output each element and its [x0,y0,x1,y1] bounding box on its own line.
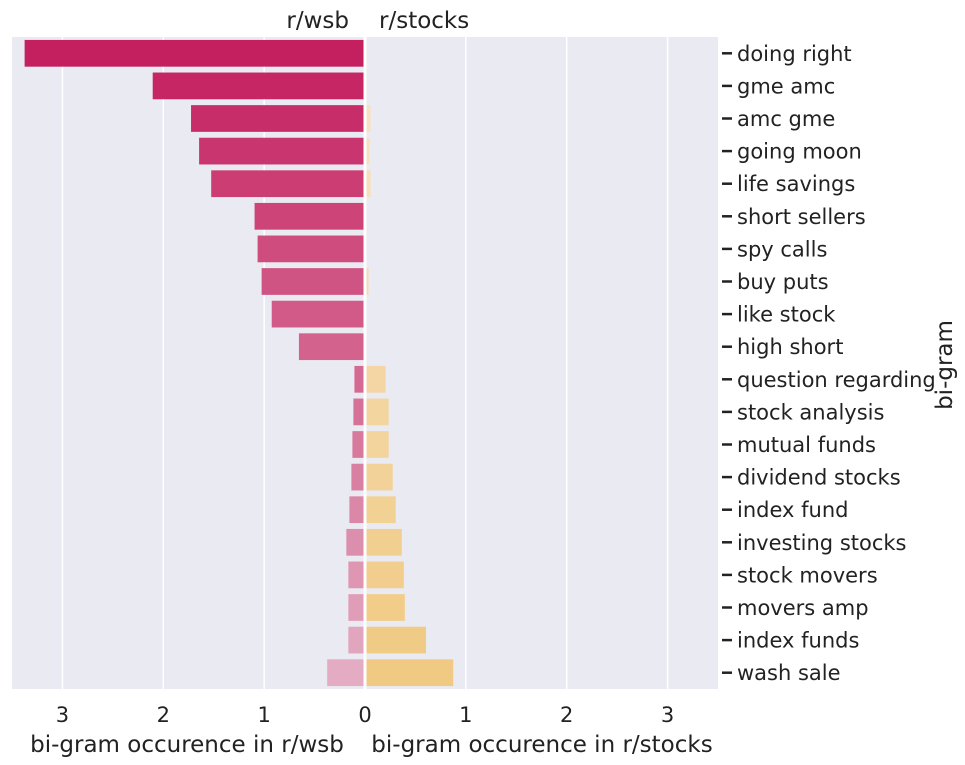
category-label: question regarding [737,368,936,392]
category-label: high short [737,335,843,359]
bar-stocks [366,528,402,556]
bar-wsb [254,202,364,230]
category-label: life savings [737,172,855,196]
bar-wsb [152,72,364,100]
category-label: stock analysis [737,400,884,424]
category-label: movers amp [737,596,869,620]
bar-stocks [366,431,389,458]
bar-wsb [298,333,364,361]
bar-wsb [351,463,364,491]
category-label: amc gme [737,107,835,131]
bar-wsb [261,268,364,295]
category-label: index fund [737,498,848,522]
bar-stocks [366,365,386,393]
category-label: index funds [737,629,859,653]
bar-wsb [349,496,364,524]
bar-stocks [366,170,371,198]
bar-wsb [327,659,364,687]
x-tick-label: 3 [56,703,69,727]
bar-wsb [271,300,364,328]
bar-stocks [366,463,393,491]
x-tick-label: 1 [459,703,472,727]
bar-wsb [348,561,364,589]
y-axis-label: bi-gram [932,320,958,410]
category-label: investing stocks [737,531,907,555]
bar-stocks [366,105,371,132]
category-label: wash sale [737,661,841,685]
bar-wsb [191,105,364,132]
category-label: short sellers [737,205,866,229]
bar-stocks [366,496,396,524]
bar-wsb [211,170,364,198]
x-ticks: 3 2 1 0 1 2 3 [56,703,675,727]
bar-wsb [354,365,364,393]
x-tick-label: 2 [157,703,170,727]
x-tick-label: 2 [560,703,573,727]
bar-wsb [346,528,364,556]
bar-stocks [366,398,389,426]
category-label: buy puts [737,270,829,294]
bar-wsb [199,137,364,165]
x-tick-label: 3 [661,703,674,727]
category-label: dividend stocks [737,466,901,490]
x-axis-label-right: bi-gram occurence in r/stocks [371,732,712,758]
x-tick-label: 1 [257,703,270,727]
right-title: r/stocks [379,8,469,34]
left-title: r/wsb [286,8,349,34]
bar-stocks [366,268,369,295]
bar-stocks [366,659,454,687]
x-tick-label: 0 [358,703,371,727]
bars [24,37,454,689]
category-label: stock movers [737,563,878,587]
bar-wsb [353,398,364,426]
bar-stocks [366,561,404,589]
bar-stocks [366,626,427,654]
category-label: mutual funds [737,433,876,457]
bar-stocks [366,137,370,165]
category-label: doing right [737,42,852,66]
bar-wsb [348,626,364,654]
category-label: gme amc [737,74,835,98]
bar-wsb [348,594,364,621]
bar-wsb [24,39,364,67]
category-label: spy calls [737,237,827,261]
category-label: going moon [737,140,862,164]
bar-wsb [257,235,364,263]
bar-wsb [352,431,364,458]
bar-stocks [366,594,405,621]
category-labels: doing right gme amc amc gme going moon life … [722,42,936,685]
x-axis-label-left: bi-gram occurence in r/wsb [30,732,344,758]
category-label: like stock [737,303,836,327]
